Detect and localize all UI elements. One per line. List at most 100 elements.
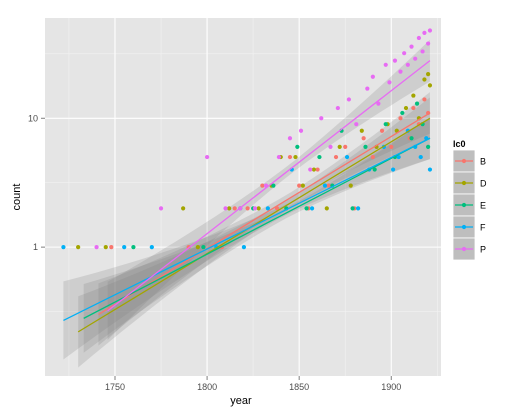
data-point-P — [346, 97, 352, 102]
data-point-P — [383, 62, 388, 67]
data-point-F — [122, 245, 127, 250]
axes: 1750 1800 1850 1900 1 10 — [28, 113, 401, 392]
data-point-F — [356, 206, 361, 211]
data-point-E — [304, 206, 309, 211]
data-point-D — [324, 206, 329, 211]
data-point-D — [411, 93, 416, 98]
data-point-E — [201, 245, 206, 250]
legend-key-point-B — [461, 158, 467, 164]
data-point-D — [422, 77, 427, 82]
data-point-E — [414, 101, 420, 106]
data-point-B — [260, 183, 265, 188]
data-point-P — [328, 144, 333, 149]
data-point-B — [274, 206, 280, 211]
data-point-B — [422, 97, 427, 102]
legend: lc0 B D E F P — [452, 139, 487, 261]
data-point-E — [271, 183, 276, 188]
y-tick-label: 1 — [33, 242, 38, 252]
data-point-B — [343, 144, 348, 149]
legend-key-point-P — [461, 246, 467, 252]
data-point-D — [427, 83, 433, 88]
data-point-F — [391, 167, 396, 172]
trend-line-F — [63, 137, 431, 321]
legend-key-point-D — [461, 180, 467, 186]
data-point-D — [293, 154, 298, 160]
confidence-band-D — [78, 97, 430, 368]
data-point-E — [350, 206, 355, 211]
plot-panel — [45, 18, 441, 376]
data-point-E — [317, 154, 322, 160]
legend-key-point-F — [461, 224, 467, 230]
data-point-E — [363, 144, 368, 149]
data-point-P — [376, 101, 381, 106]
data-point-P — [354, 122, 359, 127]
data-point-B — [245, 206, 250, 211]
data-point-F — [344, 154, 350, 160]
data-point-F — [427, 167, 433, 172]
data-point-F — [61, 245, 66, 250]
data-point-F — [322, 183, 328, 188]
legend-key-point-E — [461, 202, 467, 208]
data-point-B — [370, 154, 375, 160]
trend-line-E — [83, 137, 431, 319]
data-point-P — [422, 30, 427, 35]
legend-label-E: E — [480, 201, 486, 211]
data-point-D — [311, 167, 317, 172]
data-point-E — [400, 110, 405, 116]
legend-label-D: D — [480, 179, 487, 189]
data-point-B — [389, 144, 394, 149]
data-point-B — [379, 128, 385, 133]
data-point-B — [333, 154, 339, 160]
legend-label-P: P — [480, 245, 486, 255]
data-point-B — [109, 245, 114, 250]
data-point-P — [319, 116, 324, 121]
data-point-B — [315, 167, 320, 172]
data-point-B — [398, 116, 403, 121]
data-point-B — [361, 136, 366, 141]
data-point-E — [131, 245, 136, 250]
trend-line-B — [98, 112, 431, 316]
data-point-F — [149, 245, 154, 250]
data-point-D — [195, 245, 200, 250]
legend-title: lc0 — [453, 139, 466, 149]
data-point-P — [94, 245, 99, 250]
x-tick-label: 1800 — [197, 382, 217, 392]
data-point-P — [287, 136, 293, 141]
data-point-P — [308, 167, 313, 172]
data-point-P — [298, 128, 304, 133]
data-point-D — [76, 245, 81, 250]
data-point-P — [387, 80, 392, 85]
data-point-P — [252, 206, 258, 211]
confidence-band-F — [63, 117, 430, 360]
data-point-D — [348, 183, 353, 188]
y-tick-label: 10 — [28, 113, 38, 123]
data-point-D — [103, 245, 108, 250]
data-point-P — [392, 58, 398, 63]
data-point-F — [309, 206, 315, 211]
data-point-E — [295, 144, 300, 149]
data-point-P — [158, 206, 164, 211]
data-point-B — [411, 105, 416, 111]
data-point-E — [409, 136, 414, 141]
trend-lines — [63, 60, 431, 333]
data-point-F — [418, 154, 423, 160]
data-point-D — [181, 206, 186, 211]
confidence-band-P — [107, 39, 430, 341]
data-point-D — [337, 144, 342, 149]
legend-label-F: F — [480, 223, 486, 233]
data-point-P — [405, 62, 410, 67]
data-point-F — [396, 154, 401, 160]
data-point-D — [300, 183, 305, 188]
data-point-E — [426, 144, 431, 149]
data-points — [61, 28, 433, 250]
data-point-D — [403, 105, 409, 111]
y-axis-title: count — [11, 184, 23, 211]
x-tick-label: 1900 — [381, 382, 401, 392]
data-point-F — [265, 206, 270, 211]
data-point-P — [365, 86, 370, 91]
data-point-P — [413, 56, 418, 61]
x-tick-label: 1850 — [289, 382, 309, 392]
data-point-B — [297, 183, 302, 188]
data-point-B — [326, 183, 331, 188]
